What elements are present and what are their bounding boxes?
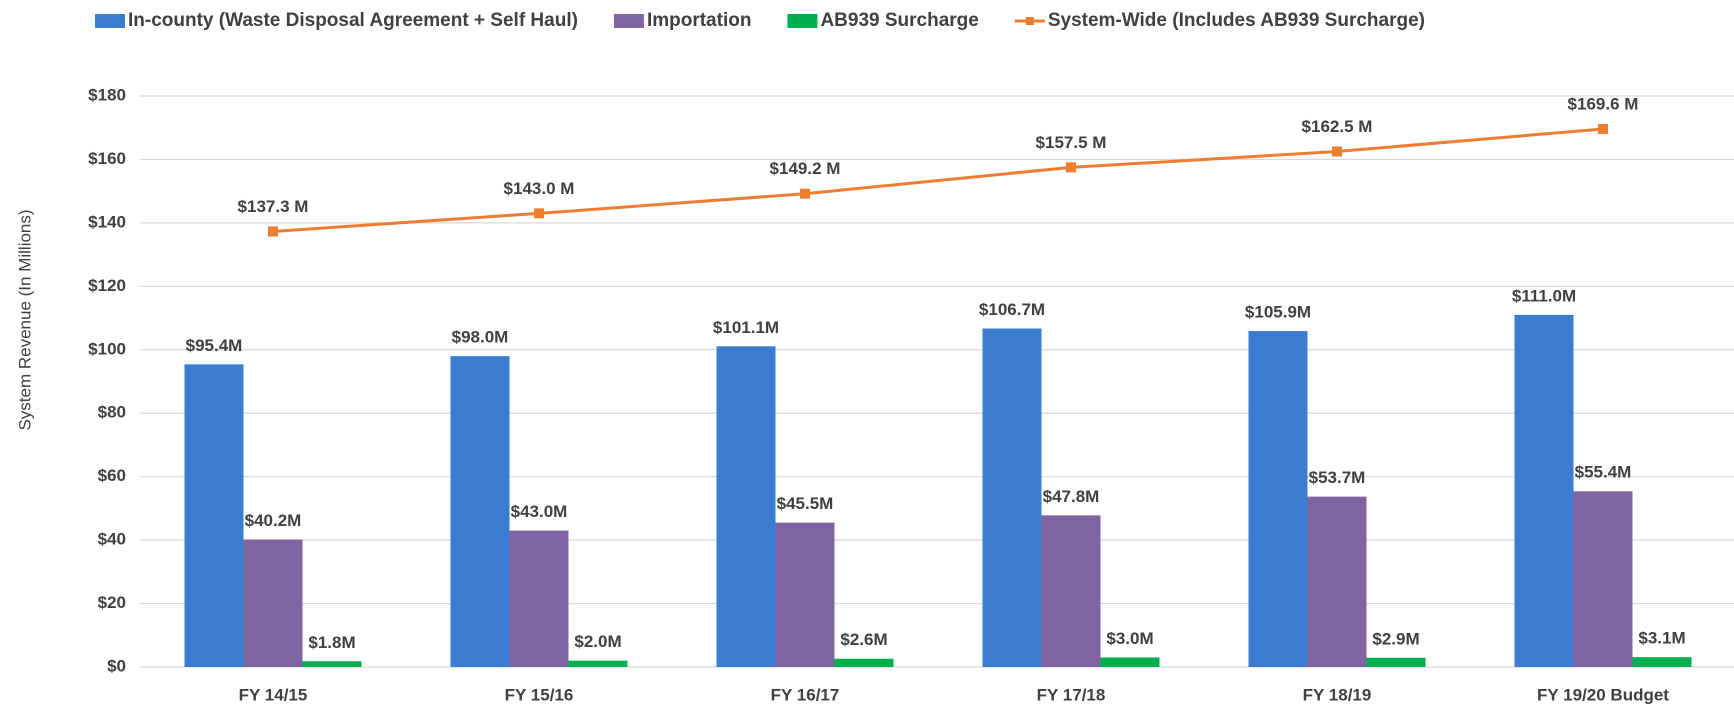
data-label: $47.8M <box>1043 487 1100 506</box>
y-tick-label: $0 <box>107 656 126 675</box>
data-label: $106.7M <box>979 300 1045 319</box>
y-tick-label: $60 <box>98 466 126 485</box>
bar <box>1632 657 1692 667</box>
y-tick-label: $20 <box>98 593 126 612</box>
data-label: $40.2M <box>245 511 302 530</box>
legend-label: Importation <box>647 10 752 31</box>
line-marker <box>1598 123 1608 134</box>
bar <box>1366 657 1426 667</box>
legend-label: System-Wide (Includes AB939 Surcharge) <box>1048 10 1425 31</box>
legend-swatch <box>1025 17 1034 25</box>
data-label: $43.0M <box>511 502 568 521</box>
y-tick-label: $100 <box>88 339 126 358</box>
legend-swatch <box>613 14 644 28</box>
bar <box>1041 515 1101 667</box>
bar <box>775 522 835 667</box>
x-tick-label: FY 15/16 <box>505 685 574 704</box>
bar <box>509 530 569 667</box>
line <box>272 127 1604 233</box>
data-label: $98.0M <box>452 328 509 347</box>
data-label: $3.1M <box>1638 629 1685 648</box>
legend-swatch <box>787 14 818 28</box>
y-tick-label: $120 <box>88 276 126 295</box>
bar <box>982 328 1042 667</box>
legend-label: AB939 Surcharge <box>820 10 978 31</box>
x-tick-label: FY 18/19 <box>1303 685 1372 704</box>
y-tick-label: $80 <box>98 403 126 422</box>
data-label: $95.4M <box>186 336 243 355</box>
bar <box>184 364 244 667</box>
data-label: $1.8M <box>308 633 355 652</box>
data-label: $137.3 M <box>238 197 309 216</box>
bar <box>1100 657 1160 667</box>
line-marker <box>534 208 544 219</box>
bar <box>1307 496 1367 667</box>
data-label: $111.0M <box>1512 286 1576 305</box>
data-label: $45.5M <box>777 494 834 513</box>
line-marker <box>268 226 278 237</box>
data-label: $101.1M <box>713 318 779 337</box>
data-label: $149.2 M <box>770 159 841 178</box>
data-label: $3.0M <box>1106 629 1153 648</box>
data-label: $2.9M <box>1372 629 1419 648</box>
data-label: $143.0 M <box>504 179 575 198</box>
x-tick-label: FY 14/15 <box>239 685 308 704</box>
bar <box>1248 331 1308 667</box>
line-marker <box>1066 162 1076 173</box>
data-label: $2.6M <box>840 630 887 649</box>
legend-label: In-county (Waste Disposal Agreement + Se… <box>128 10 578 31</box>
line-marker <box>800 188 810 199</box>
bar <box>1514 314 1574 667</box>
data-label: $55.4M <box>1575 463 1632 482</box>
bar <box>1573 491 1633 667</box>
data-label: $105.9M <box>1245 303 1311 322</box>
y-tick-label: $40 <box>98 530 126 549</box>
bar <box>568 660 628 667</box>
bar <box>450 356 510 667</box>
y-tick-label: $180 <box>88 85 126 104</box>
bar <box>716 346 776 667</box>
x-tick-label: FY 16/17 <box>771 685 840 704</box>
line-marker <box>1332 146 1342 157</box>
y-tick-label: $160 <box>88 149 126 168</box>
data-label: $2.0M <box>574 632 621 651</box>
data-label: $169.6 M <box>1568 94 1639 113</box>
data-label: $162.5 M <box>1302 117 1373 136</box>
legend-swatch <box>95 14 125 28</box>
y-axis-label: System Revenue (In Millions) <box>15 209 34 430</box>
bar <box>302 661 362 667</box>
bar <box>243 539 303 667</box>
x-tick-label: FY 19/20 Budget <box>1537 685 1669 704</box>
data-label: $157.5 M <box>1036 133 1107 152</box>
y-tick-label: $140 <box>88 212 126 231</box>
x-tick-label: FY 17/18 <box>1037 685 1106 704</box>
data-label: $53.7M <box>1309 468 1366 487</box>
bar <box>834 658 894 667</box>
